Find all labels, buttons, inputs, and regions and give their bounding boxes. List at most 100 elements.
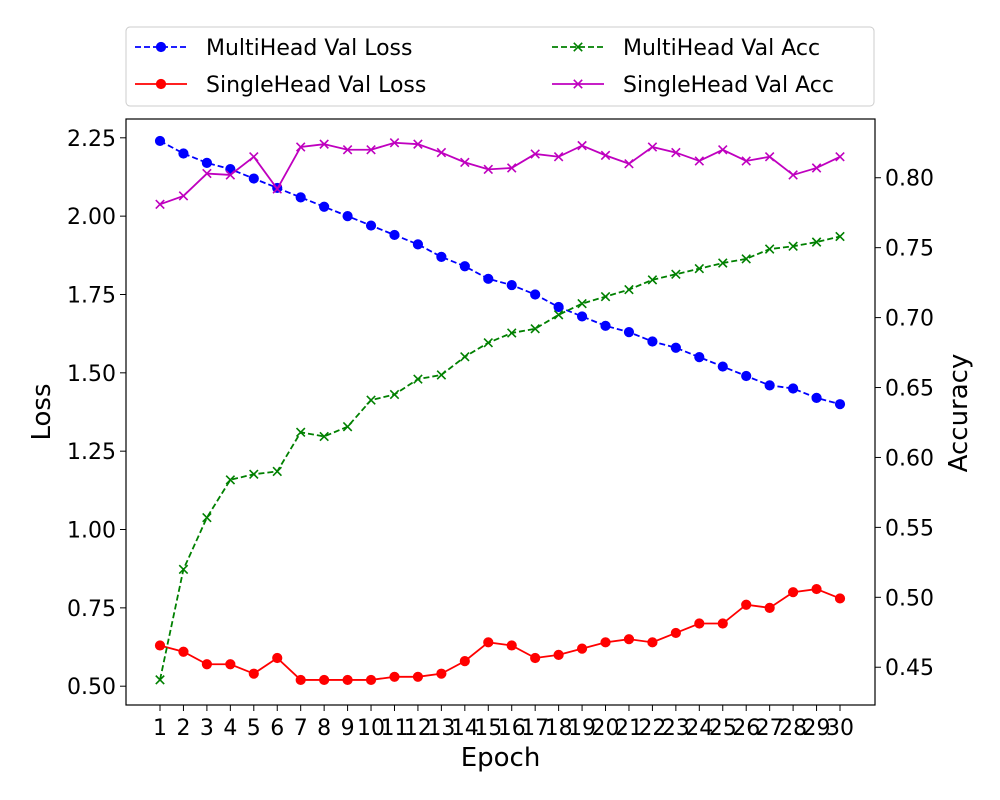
marker-stroke	[694, 156, 705, 166]
x-tick-label: 21	[615, 716, 643, 741]
marker-stroke	[202, 512, 212, 523]
data-point	[342, 674, 353, 686]
data-point	[342, 211, 353, 222]
data-point	[694, 618, 705, 629]
data-point	[413, 374, 423, 384]
marker-stroke	[155, 199, 165, 210]
legend-swatch-marker	[155, 41, 167, 53]
marker-stroke	[483, 338, 494, 348]
plot-frame	[125, 118, 876, 706]
legend-swatch-marker	[573, 79, 583, 89]
data-point	[155, 199, 165, 210]
marker-stroke	[272, 466, 283, 477]
marker-stroke	[671, 147, 681, 158]
marker-stroke	[741, 156, 751, 166]
x-tick-label: 5	[247, 716, 261, 741]
marker-stroke	[366, 145, 376, 155]
marker-stroke	[319, 431, 329, 442]
marker-stroke	[647, 142, 658, 152]
marker-stroke	[600, 291, 611, 302]
data-point	[272, 466, 283, 477]
y-right-tick-label: 0.60	[885, 446, 934, 471]
data-point	[460, 157, 470, 168]
y-left-tick-label: 1.75	[67, 283, 116, 308]
data-point	[741, 254, 751, 264]
x-tick-label: 6	[270, 716, 284, 741]
data-point	[647, 142, 658, 152]
marker-stroke	[553, 151, 564, 162]
marker-stroke	[577, 140, 587, 151]
data-point	[811, 237, 822, 247]
marker-stroke	[671, 269, 681, 280]
x-tick-label: 12	[404, 716, 432, 741]
data-point	[553, 649, 564, 660]
marker-stroke	[717, 145, 728, 155]
data-point	[248, 668, 259, 679]
marker-stroke	[202, 168, 212, 179]
data-point	[741, 156, 751, 166]
marker-stroke	[624, 284, 634, 295]
x-tick-label: 26	[732, 716, 760, 741]
data-point	[412, 671, 424, 682]
data-point	[600, 320, 611, 331]
data-point	[623, 634, 635, 645]
data-point	[764, 244, 775, 254]
data-point	[741, 370, 752, 382]
marker-stroke	[249, 469, 259, 480]
data-point	[834, 399, 846, 410]
data-point	[647, 275, 658, 285]
data-point	[154, 640, 166, 651]
data-point	[365, 674, 377, 686]
marker-stroke	[788, 241, 798, 252]
marker-stroke	[577, 298, 587, 309]
data-point	[811, 163, 822, 173]
marker-stroke	[155, 675, 165, 685]
x-tick-label: 23	[662, 716, 690, 741]
marker-stroke	[295, 427, 306, 438]
data-point	[506, 640, 517, 651]
data-point	[483, 338, 494, 348]
series-line	[159, 141, 841, 206]
data-point	[600, 150, 611, 161]
data-point	[553, 151, 564, 162]
legend-entry: MultiHead Val Acc	[552, 36, 820, 61]
marker-stroke	[624, 158, 634, 169]
data-point	[600, 291, 611, 302]
data-point	[272, 184, 283, 194]
y-right-tick-label: 0.65	[885, 377, 934, 402]
data-point	[788, 383, 799, 394]
data-point	[835, 151, 845, 162]
data-point	[178, 564, 189, 575]
x-tick-label: 2	[176, 716, 190, 741]
data-point	[577, 298, 587, 309]
data-point	[788, 170, 798, 180]
legend-swatch-marker	[573, 42, 583, 52]
legend-label: MultiHead Val Acc	[623, 36, 820, 61]
data-point	[342, 421, 353, 432]
data-point	[459, 261, 470, 272]
data-point	[413, 139, 423, 149]
data-point	[249, 469, 259, 480]
marker-stroke	[319, 139, 329, 149]
data-point	[319, 674, 330, 686]
x-tick-label: 17	[521, 716, 549, 741]
marker-stroke	[788, 170, 798, 180]
data-point	[788, 241, 798, 252]
data-point	[248, 173, 259, 184]
marker-stroke	[506, 328, 517, 338]
y-left-tick-label: 1.00	[67, 519, 116, 544]
legend-label: SingleHead Val Acc	[623, 73, 834, 98]
marker-stroke	[811, 163, 822, 173]
data-point	[717, 361, 728, 372]
data-point	[389, 138, 400, 148]
marker-stroke	[366, 395, 376, 405]
y-right-tick-label: 0.75	[885, 237, 934, 262]
data-point	[295, 192, 306, 203]
data-point	[249, 151, 259, 162]
marker-stroke	[717, 258, 728, 268]
y-axis-left-title: Loss	[27, 383, 57, 440]
data-point	[530, 652, 541, 664]
data-point	[671, 147, 681, 158]
data-point	[506, 328, 517, 338]
